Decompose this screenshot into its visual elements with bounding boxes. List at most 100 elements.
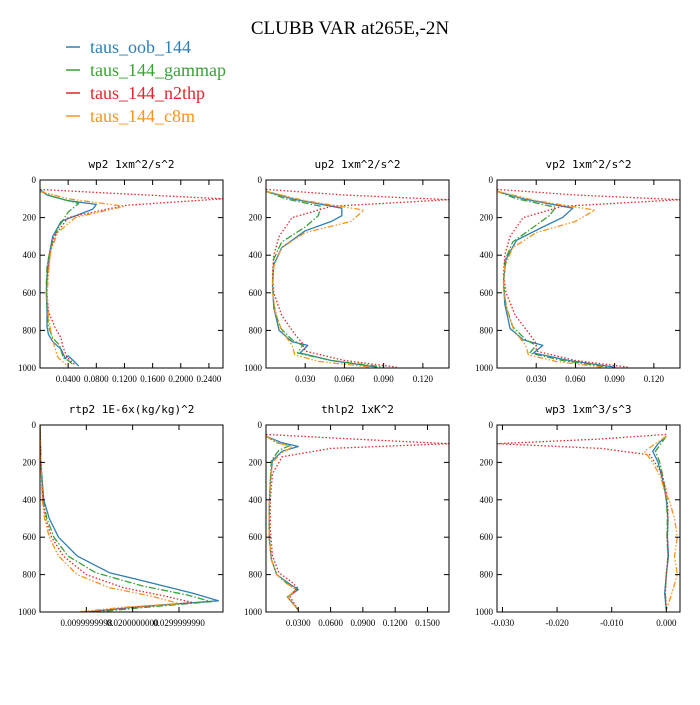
y-tick-label: 800 xyxy=(249,325,263,335)
y-tick-label: 1000 xyxy=(18,607,37,617)
series-line-taus-oob-144 xyxy=(40,425,220,612)
series-line-taus-144-n2thp xyxy=(266,188,449,368)
legend-entry: taus_oob_144 xyxy=(66,37,191,57)
y-tick-label: 0 xyxy=(489,420,494,430)
y-tick-label: 200 xyxy=(480,457,494,467)
y-tick-label: 200 xyxy=(23,213,37,223)
plot-frame xyxy=(265,424,450,613)
y-tick-label: 1000 xyxy=(18,363,37,373)
x-tick-label: 0.2400 xyxy=(197,374,222,384)
series-line-taus-144-c8m xyxy=(643,435,678,611)
chart-panel-4: rtp2 1E-6x(kg/kg)^2 0 200 400 600 800 1000 0.00… xyxy=(18,403,224,628)
series-group xyxy=(497,433,678,611)
series-group xyxy=(266,433,449,611)
series-line-taus-144-n2thp xyxy=(266,433,449,611)
chart-panel-2: up2 1xm^2/s^2 0 200 400 600 800 1000 0.030 0.060… xyxy=(244,158,450,384)
legend: taus_oob_144 taus_144_gammap taus_144_n2… xyxy=(66,37,226,126)
y-tick-label: 400 xyxy=(23,495,37,505)
legend-label-taus-144-gammap: taus_144_gammap xyxy=(90,60,226,80)
x-tick-label: -0.020 xyxy=(545,618,569,628)
plot-frame xyxy=(265,179,450,369)
x-tick-label: 0.0300 xyxy=(286,618,311,628)
series-line-taus-oob-144 xyxy=(497,190,615,368)
y-tick-label: 400 xyxy=(23,250,37,260)
series-line-taus-144-gammap xyxy=(497,190,609,368)
plot-frame xyxy=(39,179,224,369)
x-tick-label: 0.120 xyxy=(644,374,665,384)
panel-grid: wp2 1xm^2/s^2 0 200 400 600 800 1000 0.0400 0.08… xyxy=(18,158,681,628)
y-tick-label: 0 xyxy=(258,420,263,430)
y-tick-label: 800 xyxy=(249,570,263,580)
y-tick-label: 0 xyxy=(489,175,494,185)
series-line-taus-144-gammap xyxy=(654,435,669,611)
x-tick-label: 0.1200 xyxy=(112,374,137,384)
y-tick-label: 800 xyxy=(480,325,494,335)
x-tick-label: 0.090 xyxy=(374,374,395,384)
series-line-taus-144-c8m xyxy=(40,190,126,367)
x-tick-label: -0.030 xyxy=(491,618,515,628)
plot-frame xyxy=(496,179,681,369)
y-tick-label: 200 xyxy=(249,457,263,467)
series-line-taus-144-n2thp xyxy=(497,188,680,368)
series-line-taus-144-n2thp xyxy=(40,425,194,612)
legend-entry: taus_144_c8m xyxy=(66,106,195,126)
y-tick-label: 400 xyxy=(249,495,263,505)
x-tick-label: 0.0400 xyxy=(56,374,81,384)
y-tick-label: 200 xyxy=(480,213,494,223)
y-tick-label: 600 xyxy=(249,532,263,542)
y-tick-label: 600 xyxy=(480,288,494,298)
y-tick-label: 0 xyxy=(258,175,263,185)
chart-panel-5: thlp2 1xK^2 0 200 400 600 800 1000 0.0300 0.0600… xyxy=(244,403,450,628)
series-group xyxy=(40,425,220,612)
series-line-taus-144-c8m xyxy=(497,190,602,368)
x-tick-label: 0.0800 xyxy=(84,374,109,384)
x-tick-label: 0.060 xyxy=(565,374,586,384)
y-tick-label: 400 xyxy=(249,250,263,260)
x-tick-label: 0.060 xyxy=(334,374,355,384)
series-line-taus-144-gammap xyxy=(266,190,384,368)
panel-title: vp2 1xm^2/s^2 xyxy=(545,158,631,171)
series-line-taus-144-c8m xyxy=(40,425,180,612)
x-tick-label: 0.1500 xyxy=(415,618,440,628)
y-tick-label: 800 xyxy=(23,570,37,580)
x-tick-label: 0.030 xyxy=(295,374,316,384)
legend-entry: taus_144_n2thp xyxy=(66,83,205,103)
plot-frame xyxy=(39,424,224,613)
panel-title: wp3 1xm^3/s^3 xyxy=(545,403,631,416)
x-tick-label: 0.1200 xyxy=(383,618,408,628)
series-group xyxy=(497,188,680,368)
series-line-taus-144-c8m xyxy=(266,435,299,611)
x-tick-label: 0.0900 xyxy=(351,618,376,628)
x-tick-label: -0.010 xyxy=(600,618,624,628)
series-line-taus-144-n2thp xyxy=(40,188,223,366)
legend-entry: taus_144_gammap xyxy=(66,60,226,80)
series-line-taus-144-c8m xyxy=(266,190,371,368)
y-tick-label: 400 xyxy=(480,250,494,260)
y-tick-label: 600 xyxy=(249,288,263,298)
y-tick-label: 600 xyxy=(23,532,37,542)
x-tick-label: 0.0099999998 xyxy=(60,618,112,628)
chart-panel-3: vp2 1xm^2/s^2 0 200 400 600 800 1000 0.030 0.060… xyxy=(475,158,681,384)
series-line-taus-oob-144 xyxy=(266,190,378,368)
y-tick-label: 0 xyxy=(32,175,37,185)
y-tick-label: 200 xyxy=(249,213,263,223)
panel-title: thlp2 1xK^2 xyxy=(321,403,394,416)
panel-title: up2 1xm^2/s^2 xyxy=(314,158,400,171)
panel-title: rtp2 1E-6x(kg/kg)^2 xyxy=(69,403,195,416)
chart-panel-1: wp2 1xm^2/s^2 0 200 400 600 800 1000 0.0400 0.08… xyxy=(18,158,224,384)
series-line-taus-144-gammap xyxy=(40,425,213,612)
x-tick-label: 0.090 xyxy=(605,374,626,384)
x-tick-label: 0.0200000000 xyxy=(107,618,159,628)
x-tick-label: 0.120 xyxy=(413,374,434,384)
series-line-taus-144-gammap xyxy=(40,190,80,366)
legend-label-taus-144-n2thp: taus_144_n2thp xyxy=(90,83,205,103)
y-tick-label: 1000 xyxy=(244,607,263,617)
plot-frame xyxy=(496,424,681,613)
y-tick-label: 200 xyxy=(23,457,37,467)
series-group xyxy=(266,188,449,368)
x-tick-label: 0.0299999990 xyxy=(153,618,205,628)
y-tick-label: 1000 xyxy=(475,363,494,373)
y-tick-label: 800 xyxy=(480,570,494,580)
x-tick-label: 0.1600 xyxy=(140,374,165,384)
series-group xyxy=(40,188,223,367)
